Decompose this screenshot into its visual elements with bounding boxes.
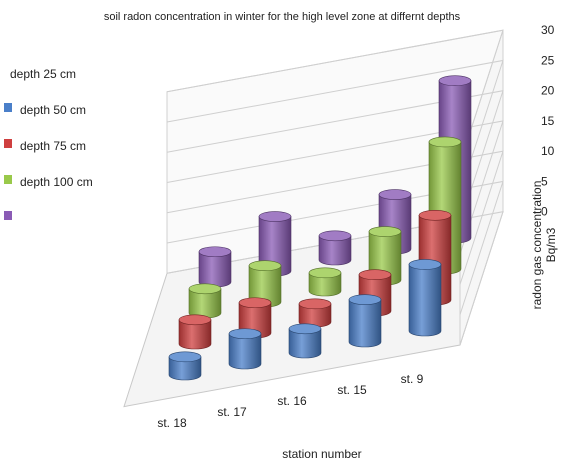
legend-label-depth-75-cm: depth 75 cm: [20, 139, 86, 153]
gridline: [166, 29, 504, 164]
bars: [168, 75, 472, 381]
y-tick-label: 5: [541, 174, 548, 188]
gridline: [166, 90, 504, 225]
legend: depth 25 cm depth 50 cm depth 75 cm depth 1…: [4, 67, 93, 220]
x-tick-label-st-9: st. 9: [401, 372, 424, 386]
bar-depth-25-cm-st-16: [288, 323, 322, 359]
bar-depth-100-cm-st-16: [318, 230, 352, 266]
bar-depth-25-cm-st-17: [228, 328, 262, 370]
legend-swatch-depth-50-cm: [4, 139, 12, 148]
y-tick-label: 25: [541, 53, 555, 67]
gridlines: [166, 29, 504, 346]
gridline: [166, 150, 504, 285]
bar-depth-100-cm-st-18: [198, 246, 232, 288]
x-tick-label-st-18: st. 18: [157, 416, 187, 430]
x-tick-label-st-16: st. 16: [277, 394, 307, 408]
x-axis-label: station number: [282, 447, 361, 461]
legend-label-depth-25-cm: depth 25 cm: [10, 67, 76, 81]
bar-depth-50-cm-st-18: [178, 314, 212, 350]
x-tick-labels: st. 18 st. 17 st. 16 st. 15 st. 9: [157, 372, 423, 430]
x-tick-label-st-17: st. 17: [217, 405, 247, 419]
gridline: [166, 59, 504, 194]
gridline: [166, 120, 504, 255]
legend-label-depth-50-cm: depth 50 cm: [20, 103, 86, 117]
y-tick-label: 30: [541, 23, 555, 37]
y-tick-label: 15: [541, 114, 555, 128]
y-tick-label: 10: [541, 144, 555, 158]
legend-swatch-depth-100-cm: [4, 211, 12, 220]
y-axis-label-line2: Bq/m3: [544, 227, 558, 262]
x-tick-label-st-15: st. 15: [337, 383, 367, 397]
y-axis-label-line1: radon gas concentration: [530, 181, 544, 310]
bar-depth-25-cm-st-9: [408, 259, 442, 337]
chart-title: soil radon concentration in winter for t…: [104, 11, 461, 23]
legend-swatch-depth-25-cm: [4, 103, 12, 112]
y-tick-labels: 0 5 10 15 20 25 30: [541, 23, 555, 219]
bar-depth-75-cm-st-16: [308, 267, 342, 297]
legend-label-depth-100-cm: depth 100 cm: [20, 175, 93, 189]
y-tick-label: 0: [541, 205, 548, 219]
bar-depth-75-cm-st-18: [188, 283, 222, 319]
legend-swatch-depth-75-cm: [4, 175, 12, 184]
bar-depth-50-cm-st-16: [298, 298, 332, 328]
bar-depth-25-cm-st-15: [348, 294, 382, 348]
bar-depth-25-cm-st-18: [168, 351, 202, 381]
y-tick-label: 20: [541, 84, 555, 98]
